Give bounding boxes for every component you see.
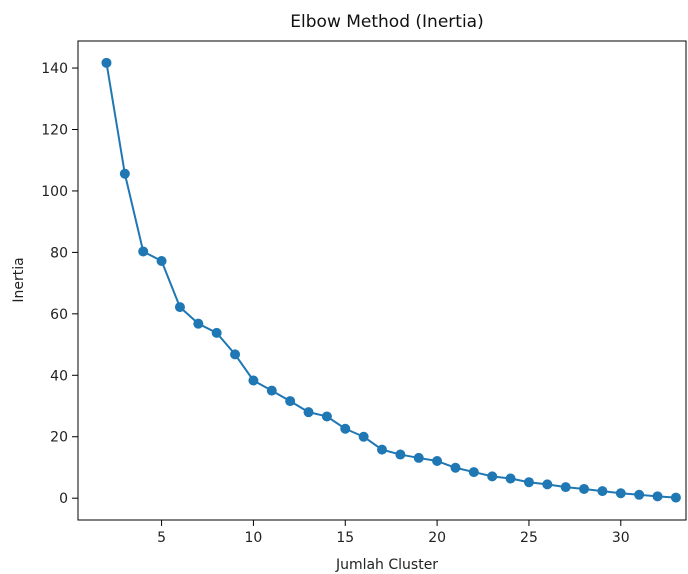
y-tick-label: 120	[41, 122, 68, 138]
data-point	[487, 471, 498, 482]
data-point	[615, 488, 626, 499]
data-point	[358, 431, 369, 442]
data-point	[523, 477, 534, 488]
y-tick-label: 60	[50, 307, 68, 323]
data-point	[321, 411, 332, 422]
y-tick-label: 40	[50, 368, 68, 384]
data-point	[156, 255, 167, 266]
y-tick-label: 0	[59, 491, 68, 507]
data-point	[193, 318, 204, 329]
data-point	[468, 467, 479, 478]
data-point	[579, 483, 590, 494]
data-point	[266, 385, 277, 396]
series-layer	[101, 57, 681, 503]
x-axis-ticks: 5 10 15 20 25 30	[157, 520, 630, 546]
data-point	[432, 456, 443, 467]
y-tick-label: 100	[41, 184, 68, 200]
x-tick-label: 5	[157, 530, 166, 546]
x-axis-label: Jumlah Cluster	[335, 557, 438, 573]
data-point	[670, 492, 681, 503]
data-point	[377, 444, 387, 455]
x-tick-label: 15	[336, 530, 354, 546]
data-point	[560, 482, 571, 493]
data-point	[634, 489, 645, 500]
data-point	[340, 423, 351, 434]
x-tick-label: 25	[520, 530, 538, 546]
x-tick-label: 20	[428, 530, 446, 546]
x-tick-label: 30	[612, 530, 630, 546]
data-point	[248, 375, 259, 386]
data-point	[395, 449, 406, 460]
data-point	[230, 349, 241, 360]
data-point	[413, 452, 424, 463]
data-point	[597, 486, 608, 497]
data-point	[303, 407, 314, 418]
plot-area-background	[78, 41, 686, 520]
plot-frame	[77, 40, 687, 521]
data-point	[174, 302, 185, 313]
chart-title: Elbow Method (Inertia)	[290, 12, 483, 32]
data-point	[542, 479, 553, 490]
data-point	[101, 57, 112, 68]
data-point	[285, 396, 296, 407]
y-tick-label: 140	[41, 61, 68, 77]
y-axis-label: Inertia	[11, 257, 27, 302]
y-tick-label: 20	[50, 430, 68, 446]
data-point	[211, 327, 222, 338]
data-point	[138, 246, 149, 257]
y-tick-label: 80	[50, 245, 68, 261]
x-tick-label: 10	[245, 530, 263, 546]
data-point	[450, 462, 461, 473]
data-point	[119, 168, 130, 179]
data-point	[652, 491, 663, 502]
data-point	[505, 473, 516, 484]
y-axis-ticks: 0 20 40 60 80 100 120 140	[41, 61, 78, 507]
